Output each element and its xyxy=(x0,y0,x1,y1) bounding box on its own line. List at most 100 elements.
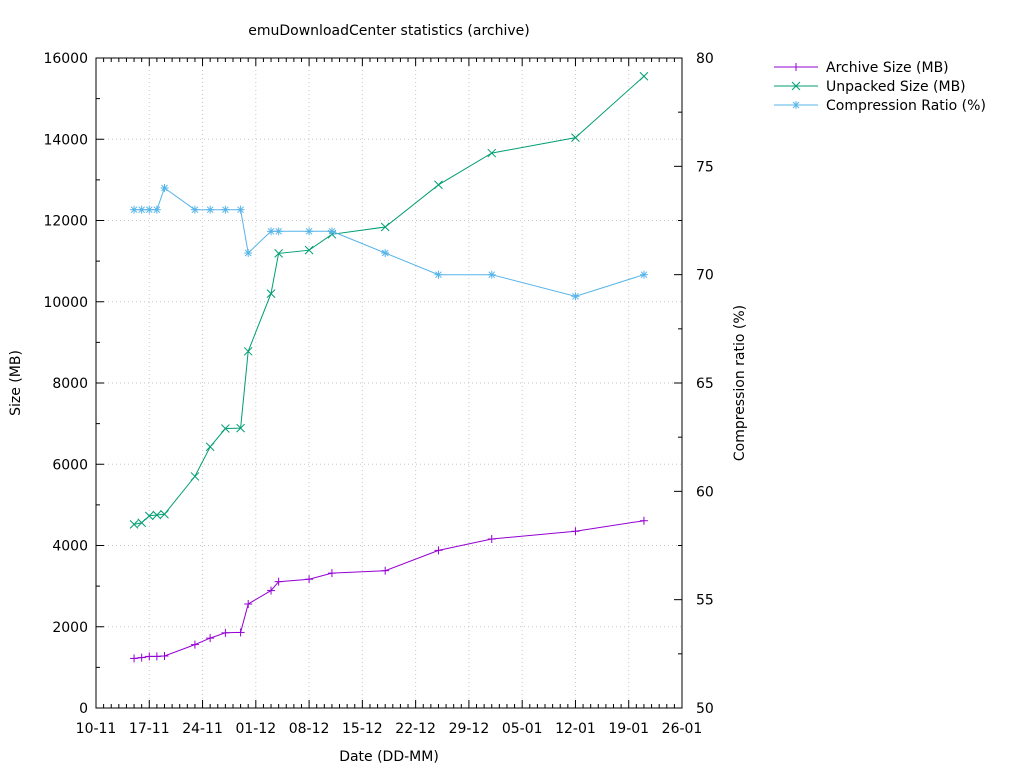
data-point xyxy=(274,577,283,586)
legend: Archive Size (MB) Unpacked Size (MB) Compr… xyxy=(774,60,986,114)
data-point xyxy=(129,520,139,529)
data-point xyxy=(639,71,649,81)
series-line xyxy=(134,187,645,297)
x-tick-label: 24-11 xyxy=(182,721,223,737)
x-tick-label: 12-01 xyxy=(555,721,596,737)
y-tick-label: 12000 xyxy=(43,214,88,230)
data-point xyxy=(236,205,245,214)
data-point xyxy=(327,227,336,236)
data-point xyxy=(487,270,496,279)
x-tick-label: 05-01 xyxy=(502,721,543,737)
data-point xyxy=(206,205,215,214)
data-point xyxy=(305,227,314,236)
x-tick-label: 08-12 xyxy=(289,721,330,737)
data-point xyxy=(190,205,199,214)
series-layer xyxy=(129,71,649,663)
data-point xyxy=(160,184,169,192)
data-point xyxy=(206,634,215,643)
data-point xyxy=(244,249,253,257)
legend-label: Compression Ratio (%) xyxy=(826,98,986,114)
data-point xyxy=(487,148,497,158)
data-point xyxy=(144,511,154,521)
series-unpacked-size-mb xyxy=(129,71,649,529)
y2-tick-label: 55 xyxy=(696,593,714,609)
grid xyxy=(96,58,682,708)
data-point xyxy=(571,133,580,142)
y2-tick-label: 65 xyxy=(696,376,714,392)
data-point xyxy=(160,652,169,660)
data-point xyxy=(327,569,336,578)
series-line xyxy=(133,75,645,525)
data-point xyxy=(380,222,390,232)
legend-marker xyxy=(791,81,801,91)
legend-marker xyxy=(792,101,800,109)
plot-frame xyxy=(95,57,683,709)
legend-label: Unpacked Size (MB) xyxy=(826,79,966,95)
y2-tick-label: 80 xyxy=(696,51,714,67)
y-tick-label: 2000 xyxy=(52,620,88,636)
data-point xyxy=(130,654,139,663)
y2-tick-label: 70 xyxy=(696,268,714,284)
y-tick-label: 8000 xyxy=(52,376,88,392)
data-point xyxy=(152,510,162,520)
y2-axis-label: Compression ratio (%) xyxy=(732,305,748,461)
data-point xyxy=(190,472,200,481)
data-point xyxy=(152,205,161,214)
data-point xyxy=(304,245,314,255)
data-point xyxy=(145,205,154,214)
data-point xyxy=(236,628,245,637)
data-point xyxy=(305,575,314,584)
x-tick-label: 17-11 xyxy=(129,721,170,737)
data-point xyxy=(221,628,230,637)
x-tick-label: 19-01 xyxy=(608,721,649,737)
data-point xyxy=(381,566,390,575)
y-tick-label: 6000 xyxy=(52,457,88,473)
legend-item: Compression Ratio (%) xyxy=(774,98,986,114)
data-point xyxy=(434,180,443,190)
data-point xyxy=(221,205,230,214)
chart-title: emuDownloadCenter statistics (archive) xyxy=(248,23,529,39)
data-point xyxy=(137,205,146,214)
series-compression-ratio xyxy=(130,184,648,301)
y2-tick-label: 50 xyxy=(696,701,714,717)
y-tick-label: 10000 xyxy=(43,295,88,311)
data-point xyxy=(137,518,147,528)
data-point xyxy=(267,586,276,595)
data-point xyxy=(130,205,139,214)
y-axis-label: Size (MB) xyxy=(8,350,24,416)
y2-tick-label: 60 xyxy=(696,484,714,500)
data-point xyxy=(571,292,580,301)
data-point xyxy=(190,640,199,649)
data-point xyxy=(221,424,230,433)
y-tick-label: 4000 xyxy=(52,539,88,555)
data-point xyxy=(152,652,161,661)
legend-marker xyxy=(792,63,800,71)
data-point xyxy=(274,249,284,258)
x-tick-label: 29-12 xyxy=(449,721,490,737)
data-point xyxy=(639,270,648,279)
data-point xyxy=(137,653,146,662)
data-point xyxy=(434,270,443,279)
data-point xyxy=(381,249,390,257)
data-point xyxy=(274,227,283,236)
data-point xyxy=(243,346,253,356)
axis-ticks: 0 2000 4000 6000 8000 10000 12000 14000 16000 50 5… xyxy=(43,51,713,737)
data-point xyxy=(571,527,580,536)
data-point xyxy=(267,227,276,236)
data-point xyxy=(236,423,245,433)
legend-item: Unpacked Size (MB) xyxy=(774,79,966,95)
data-point xyxy=(145,652,154,661)
legend-item: Archive Size (MB) xyxy=(774,60,949,76)
x-axis-label: Date (DD-MM) xyxy=(339,749,439,765)
y-tick-label: 16000 xyxy=(43,51,88,67)
data-point xyxy=(639,516,648,525)
y-tick-label: 14000 xyxy=(43,132,88,148)
data-point xyxy=(205,442,215,452)
x-tick-label: 22-12 xyxy=(395,721,436,737)
data-point xyxy=(434,546,443,555)
data-point xyxy=(266,289,276,298)
x-tick-label: 26-01 xyxy=(662,721,703,737)
data-point xyxy=(244,600,253,608)
